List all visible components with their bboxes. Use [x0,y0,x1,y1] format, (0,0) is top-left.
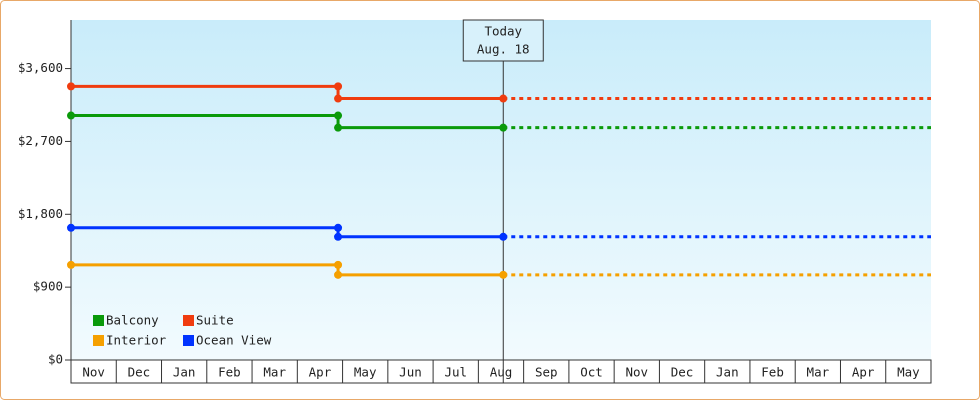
point [499,123,508,132]
x-tick-label: Dec [128,365,151,380]
x-tick-label: May [897,365,920,380]
legend-label: Suite [196,313,234,328]
x-tick-label: Nov [626,365,649,380]
x-tick-label: Jan [173,365,196,380]
x-tick-label: Jan [716,365,739,380]
point [334,111,343,120]
point [67,260,75,269]
x-tick-label: Aug [490,365,513,380]
legend-swatch [93,335,104,346]
legend-label: Balcony [106,313,159,328]
x-tick-label: Oct [580,365,603,380]
x-tick-label: Mar [263,365,286,380]
point [499,232,508,241]
legend-swatch [93,315,104,326]
x-tick-label: May [354,365,377,380]
x-tick-label: Sep [535,365,558,380]
today-date: Aug. 18 [477,42,530,57]
x-tick-label: Jul [444,365,467,380]
x-tick-label: Mar [807,365,830,380]
x-tick-label: Apr [852,365,875,380]
y-tick-label: $3,600 [18,60,63,75]
legend-swatch [183,335,194,346]
point [334,223,343,232]
series-line [71,263,504,277]
point [334,260,343,269]
series-line [71,226,504,239]
x-tick-label: Dec [671,365,694,380]
legend-swatch [183,315,194,326]
point [334,94,343,103]
point [334,123,343,132]
x-tick-label: Apr [309,365,332,380]
point [499,94,508,103]
point [334,270,343,279]
y-tick-label: $1,800 [18,206,63,221]
legend-label: Interior [106,333,167,348]
series-line [71,114,504,130]
today-label: Today [484,24,522,39]
point [334,82,343,91]
series-line [71,84,504,101]
y-tick-label: $2,700 [18,133,63,148]
legend-label: Ocean View [196,333,272,348]
x-tick-label: Jun [399,365,422,380]
today-box [462,19,544,62]
y-tick-label: $900 [33,279,63,294]
x-tick-label: Nov [82,365,105,380]
point [67,111,75,120]
plot-area [71,20,931,360]
x-tick-label: Feb [218,365,241,380]
point [67,82,75,91]
x-tick-label: Feb [761,365,784,380]
point [67,223,75,232]
point [499,270,508,279]
y-tick-label: $0 [48,352,63,367]
point [334,232,343,241]
